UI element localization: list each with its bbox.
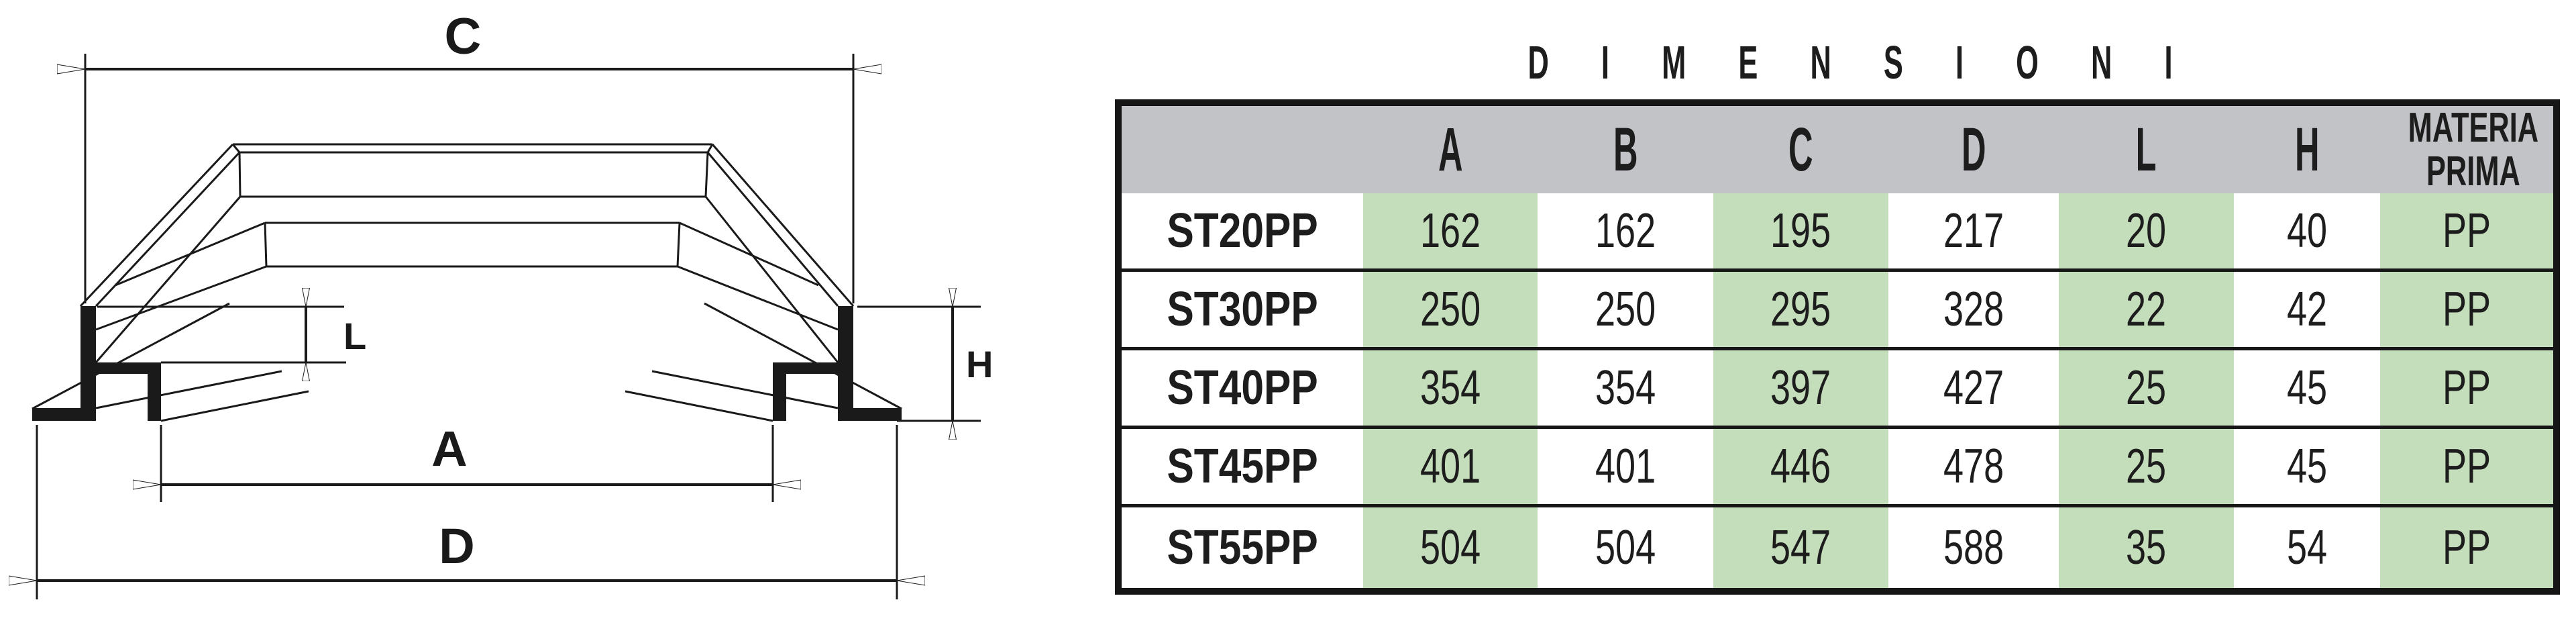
value-cell-h: 45 <box>2234 348 2380 428</box>
value-cell-h: 42 <box>2234 270 2380 349</box>
profile-drawing: C L H A D <box>0 8 993 599</box>
back-rail <box>231 143 714 268</box>
value-cell-l: 35 <box>2059 505 2234 592</box>
value-cell-c: 295 <box>1713 270 1888 349</box>
value-cell-material: PP <box>2380 505 2557 592</box>
value-cell-a: 401 <box>1363 427 1538 506</box>
dimension-l: L <box>97 307 366 362</box>
dim-label-l: L <box>343 315 366 357</box>
header-col-l: L <box>2059 103 2234 194</box>
value-cell-material: PP <box>2380 270 2557 349</box>
value-cell-h: 54 <box>2234 505 2380 592</box>
dimension-d: D <box>37 425 897 599</box>
header-empty-cell <box>1118 103 1363 194</box>
model-cell: ST30PP <box>1118 270 1363 349</box>
value-cell-material: PP <box>2380 193 2557 270</box>
value-cell-c: 195 <box>1713 193 1888 270</box>
header-col-a: A <box>1363 103 1538 194</box>
header-col-materia-prima: MATERIA PRIMA <box>2380 103 2557 193</box>
value-cell-d: 217 <box>1888 193 2059 270</box>
value-cell-h: 40 <box>2234 193 2380 270</box>
value-cell-l: 22 <box>2059 270 2234 349</box>
dim-label-c: C <box>445 8 482 65</box>
value-cell-b: 162 <box>1538 193 1713 270</box>
dimensions-table: A B C D L H MATERIA PRIMA ST20PP 162 162… <box>1115 99 2560 595</box>
value-cell-b: 504 <box>1538 505 1713 592</box>
dimension-c: C <box>85 8 853 303</box>
model-cell: ST45PP <box>1118 427 1363 506</box>
table-row: ST40PP 354 354 397 427 25 45 PP <box>1118 348 2557 428</box>
value-cell-c: 397 <box>1713 348 1888 428</box>
value-cell-c: 446 <box>1713 427 1888 506</box>
value-cell-l: 20 <box>2059 193 2234 270</box>
dimension-a: A <box>161 421 773 502</box>
dim-label-h: H <box>966 343 993 385</box>
value-cell-d: 588 <box>1888 505 2059 592</box>
dim-label-d: D <box>439 518 474 574</box>
value-cell-a: 504 <box>1363 505 1538 592</box>
value-cell-a: 354 <box>1363 348 1538 428</box>
right-foot-section <box>773 306 902 421</box>
header-col-c: C <box>1713 103 1888 194</box>
dimensions-panel: DIMENSIONI A B C D L H MATERIA PRIMA ST2… <box>1115 0 2560 595</box>
table-row: ST30PP 250 250 295 328 22 42 PP <box>1118 270 2557 349</box>
model-cell: ST20PP <box>1118 193 1363 270</box>
dimension-h: H <box>857 307 993 421</box>
header-col-b: B <box>1538 103 1713 194</box>
value-cell-d: 478 <box>1888 427 2059 506</box>
table-row: ST20PP 162 162 195 217 20 40 PP <box>1118 193 2557 270</box>
header-col-h: H <box>2234 103 2380 194</box>
table-row: ST45PP 401 401 446 478 25 45 PP <box>1118 427 2557 506</box>
value-cell-a: 250 <box>1363 270 1538 349</box>
value-cell-material: PP <box>2380 348 2557 428</box>
value-cell-h: 45 <box>2234 427 2380 506</box>
value-cell-b: 354 <box>1538 348 1713 428</box>
value-cell-b: 401 <box>1538 427 1713 506</box>
value-cell-c: 547 <box>1713 505 1888 592</box>
model-cell: ST55PP <box>1118 505 1363 592</box>
model-cell: ST40PP <box>1118 348 1363 428</box>
value-cell-d: 427 <box>1888 348 2059 428</box>
value-cell-d: 328 <box>1888 270 2059 349</box>
table-title-text: DIMENSIONI <box>1527 36 2225 89</box>
value-cell-a: 162 <box>1363 193 1538 270</box>
profile-cross-sections <box>32 306 902 421</box>
left-foot-section <box>32 306 161 421</box>
value-cell-b: 250 <box>1538 270 1713 349</box>
value-cell-material: PP <box>2380 427 2557 506</box>
header-row: A B C D L H MATERIA PRIMA <box>1118 103 2557 193</box>
value-cell-l: 25 <box>2059 348 2234 428</box>
value-cell-l: 25 <box>2059 427 2234 506</box>
table-title: DIMENSIONI <box>1115 0 2553 87</box>
dim-label-a: A <box>431 421 467 477</box>
header-col-d: D <box>1888 103 2059 194</box>
table-row: ST55PP 504 504 547 588 35 54 PP <box>1118 505 2557 592</box>
side-slopes <box>32 143 902 422</box>
